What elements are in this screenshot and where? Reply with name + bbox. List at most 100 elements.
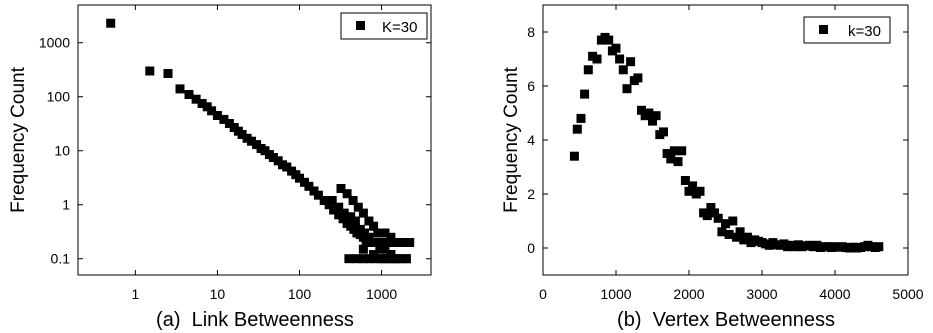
panel-b-ytick-label: 2 (527, 186, 535, 202)
panel-b-point (695, 186, 705, 196)
panel-a-point (380, 254, 390, 264)
panel-a-legend: K=30 (340, 12, 428, 40)
panel-b-point (735, 227, 745, 237)
panel-a-ytick-label: 0.1 (51, 251, 71, 267)
panel-b-xtick-label: 0 (539, 286, 547, 302)
panel-a-point (352, 254, 362, 264)
panel-b-point (688, 181, 698, 191)
panel-a-point (304, 181, 314, 191)
panel-b-ytick-label: 0 (527, 240, 535, 256)
panel-b-point (651, 111, 661, 121)
panel-a-point (398, 238, 407, 247)
panel-b-point (666, 154, 676, 164)
panel-a-point (342, 189, 352, 199)
panel-b-point (626, 57, 636, 67)
panel-a-ytick-label: 10 (54, 143, 70, 159)
panel-a-point (364, 216, 374, 226)
panel-a-legend-label: K=30 (382, 19, 417, 36)
panel-a-point (380, 228, 390, 238)
panel-b-point (702, 211, 712, 221)
panel-a-xtick-label: 10 (210, 286, 226, 302)
panel-a-point (375, 244, 385, 254)
panel-a-point (358, 254, 368, 264)
panel-b-point (710, 208, 719, 218)
panel-b-points (569, 32, 884, 253)
panel-b-point (662, 149, 672, 158)
panel-b-point (572, 124, 582, 134)
panel-a-point (327, 196, 337, 205)
panel-b-point (644, 108, 654, 118)
panel-b-ylabel: Frequency Count (501, 66, 522, 212)
panel-a-point (184, 90, 194, 99)
panel-a-axes: 1 10 100 1000 0.1 1 10 100 1000 (39, 5, 431, 302)
panel-a-points (106, 18, 415, 264)
panel-b-point (706, 203, 716, 212)
panel-b-point (874, 242, 884, 252)
panel-a-point (369, 238, 379, 247)
panel-a-ytick-label: 1000 (39, 35, 70, 51)
panel-a-point (212, 111, 222, 120)
panel-b-point (680, 176, 690, 185)
panel-a-point (369, 221, 379, 231)
panel-b-point (592, 54, 602, 64)
panel-b-point (669, 146, 679, 156)
panel-b-point (732, 232, 741, 242)
panel-a-point (346, 212, 356, 222)
panel-b-ytick-label: 6 (527, 78, 535, 94)
panel-a-point (282, 162, 292, 172)
panel-b-legend: k=30 (803, 16, 891, 44)
panel-b-xtick-label: 2000 (673, 286, 704, 302)
panel-b-xtick-label: 4000 (819, 286, 850, 302)
panel-b-point (717, 227, 727, 237)
panel-a-ytick-label: 100 (47, 89, 71, 105)
panel-a-point (207, 106, 217, 116)
panel-a-point (389, 254, 399, 264)
panel-b-axes: 0 1000 2000 3000 4000 5000 0 2 4 6 8 (527, 5, 924, 302)
panel-a-point (344, 254, 354, 264)
panel-a-point (336, 184, 346, 193)
panel-b-point (742, 232, 752, 242)
panel-a-point (224, 119, 234, 128)
panel-b-point (724, 230, 734, 239)
panel-a-point (378, 238, 388, 247)
panel-a-point (386, 232, 396, 242)
panel-a-point (319, 196, 329, 205)
panel-b-ytick-label: 8 (527, 24, 535, 40)
panel-b-point (728, 216, 738, 226)
panel-b-xtick-label: 3000 (746, 286, 777, 302)
panel-a-point (369, 250, 379, 259)
panel-a-point (219, 114, 229, 124)
panel-a-xtick-label: 1 (131, 286, 139, 302)
panel-a-point (295, 173, 304, 183)
panel-a-legend-box (340, 12, 428, 40)
panel-a-point (339, 208, 349, 218)
panel-b-point (604, 35, 614, 45)
panel-b-point (611, 43, 621, 53)
panel-b-point (583, 65, 593, 75)
panel-b-point (684, 186, 694, 196)
panel-b-point (637, 105, 646, 115)
panel-a-point (405, 238, 415, 247)
panel-b-legend-marker (819, 25, 828, 34)
panel-b-point (713, 213, 723, 223)
panel-b-point (648, 116, 657, 126)
panel-a-ylabel: Frequency Count (8, 66, 29, 212)
panel-a-frame (77, 4, 432, 276)
panel-a-point (350, 216, 360, 226)
panel-b-point (633, 73, 643, 83)
panel-a-point (313, 190, 323, 200)
panel-b-xtick-label: 1000 (600, 286, 631, 302)
panel-b-ytick-label: 4 (527, 132, 535, 148)
panel-b-legend-box (803, 16, 891, 44)
panel-a-point (391, 238, 401, 247)
panel-a-point (237, 130, 247, 139)
panel-b-point (673, 157, 683, 167)
panel-b-point (659, 127, 668, 137)
panel-b-legend-label: k=30 (848, 23, 881, 40)
panel-a-point (380, 244, 390, 254)
panel-a-caption: (a) Link Betweenness (156, 309, 354, 331)
panel-a-point (247, 136, 256, 146)
panel-a-xtick-label: 100 (288, 286, 312, 302)
